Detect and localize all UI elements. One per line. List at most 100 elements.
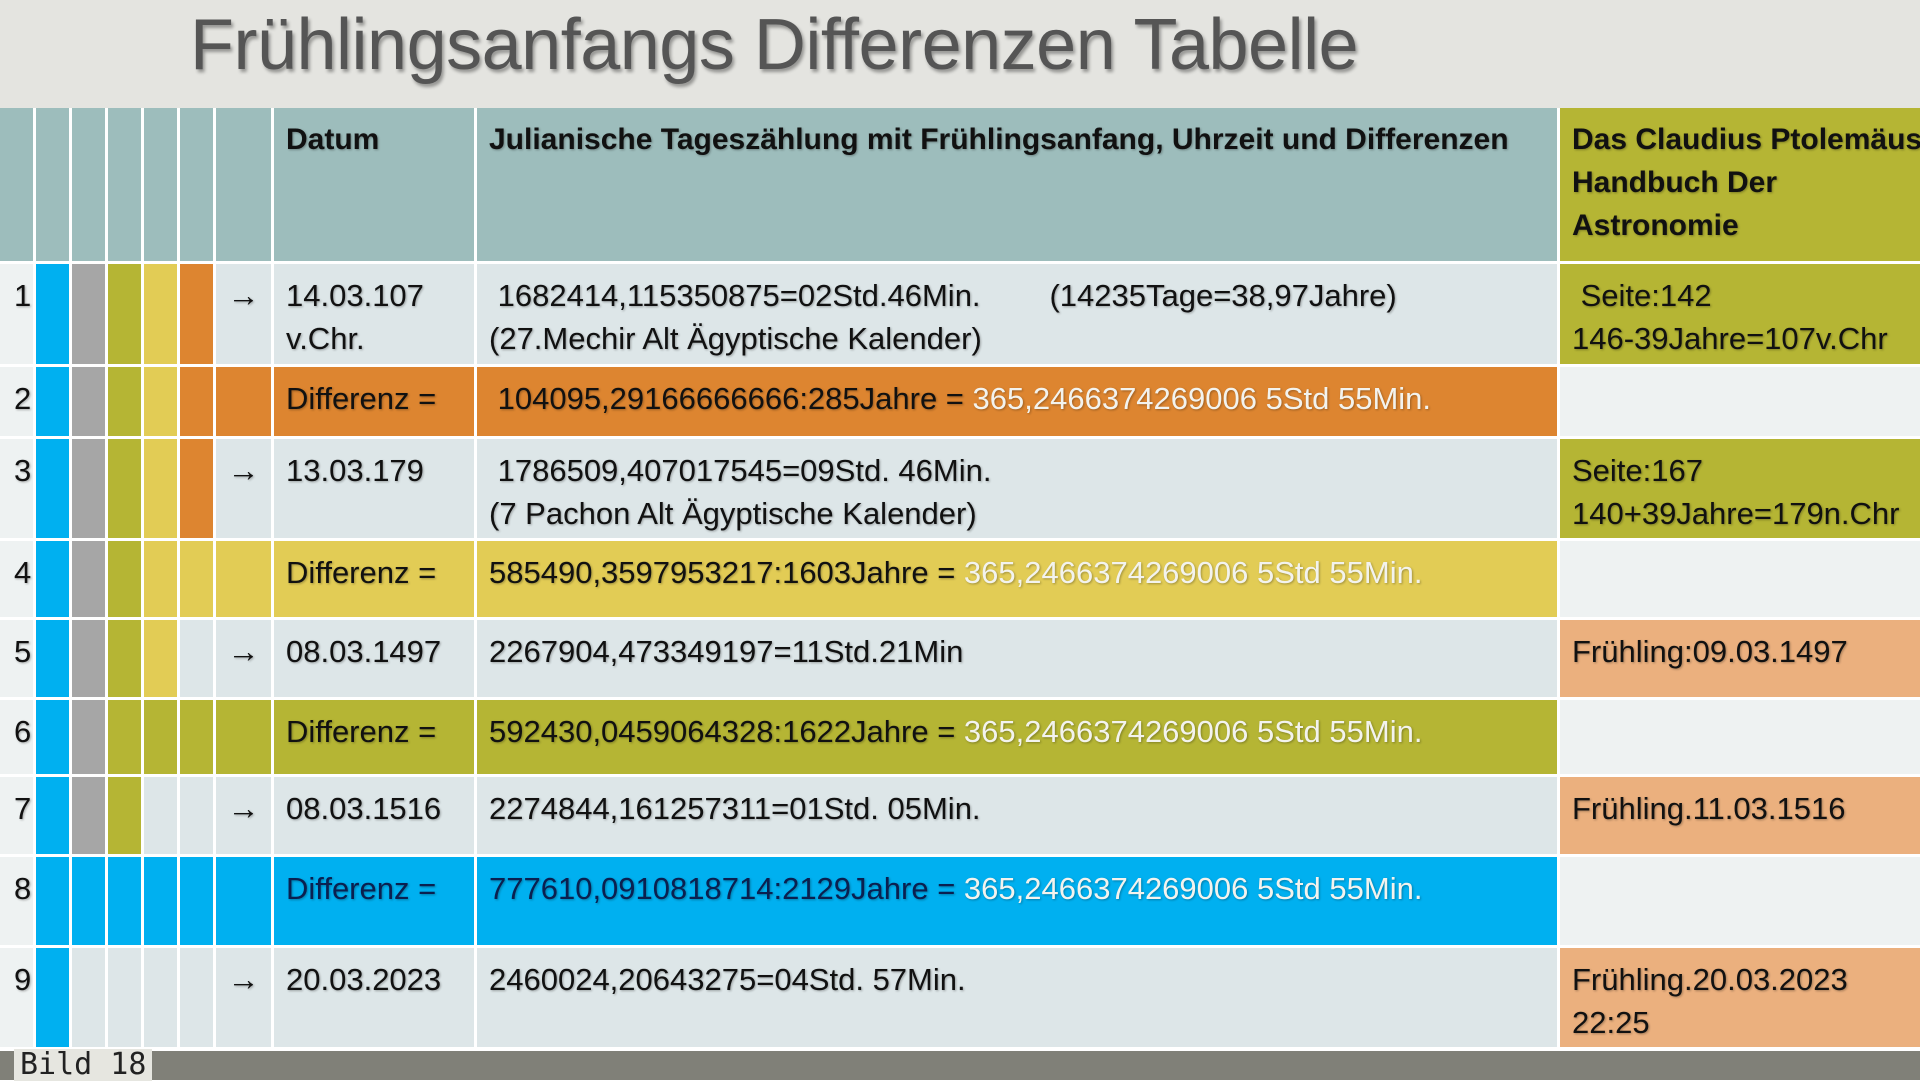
header-datum: Datum	[274, 108, 474, 261]
differences-table: Datum Julianische Tageszählung mit Frühl…	[0, 108, 1920, 1047]
color-stripe	[36, 439, 69, 538]
color-stripe	[108, 264, 141, 364]
value-cell: 592430,0459064328:1622Jahre = 365,246637…	[477, 700, 1557, 774]
date-cell: Differenz =	[274, 700, 474, 774]
header-stripe	[72, 108, 105, 261]
color-stripe	[36, 620, 69, 697]
color-stripe	[36, 367, 69, 436]
color-stripe	[144, 439, 177, 538]
row-number: 7	[0, 777, 33, 854]
title-bar: Frühlingsanfangs Differenzen Tabelle	[0, 0, 1920, 108]
row-number: 8	[0, 857, 33, 945]
value-cell: 1786509,407017545=09Std. 46Min. (7 Pachon…	[477, 439, 1557, 538]
reference-cell: Seite:142 146-39Jahre=107v.Chr	[1560, 264, 1920, 364]
row-number: 2	[0, 367, 33, 436]
color-stripe	[72, 541, 105, 617]
color-stripe	[108, 948, 141, 1047]
color-stripe	[72, 948, 105, 1047]
reference-cell: Frühling.11.03.1516	[1560, 777, 1920, 854]
value-cell: 1682414,115350875=02Std.46Min. (14235Tag…	[477, 264, 1557, 364]
header-arrow-cell	[216, 108, 271, 261]
color-stripe	[108, 367, 141, 436]
color-stripe	[36, 700, 69, 774]
page-title: Frühlingsanfangs Differenzen Tabelle	[190, 5, 1359, 85]
color-stripe	[36, 948, 69, 1047]
row-number: 9	[0, 948, 33, 1047]
result-text: 365,2466374269006 5Std 55Min.	[963, 555, 1423, 590]
arrow-icon	[216, 367, 271, 436]
color-stripe	[144, 541, 177, 617]
color-stripe	[108, 620, 141, 697]
footer-bar: Bild 18	[0, 1049, 1920, 1081]
reference-cell: Frühling:09.03.1497	[1560, 620, 1920, 697]
color-stripe	[72, 620, 105, 697]
date-cell: 20.03.2023	[274, 948, 474, 1047]
color-stripe	[144, 948, 177, 1047]
row-number: 1	[0, 264, 33, 364]
color-stripe	[36, 541, 69, 617]
color-stripe	[180, 620, 213, 697]
color-stripe	[144, 700, 177, 774]
row-number: 4	[0, 541, 33, 617]
header-reference: Das Claudius Ptolemäus Handbuch Der Astr…	[1560, 108, 1920, 261]
header-stripe	[0, 108, 33, 261]
result-text: 365,2466374269006 5Std 55Min.	[972, 381, 1432, 416]
value-text: 2267904,473349197=11Std.21Min	[489, 634, 964, 669]
color-stripe	[72, 264, 105, 364]
color-stripe	[144, 264, 177, 364]
arrow-icon	[216, 541, 271, 617]
value-text: 2274844,161257311=01Std. 05Min.	[489, 791, 981, 826]
value-cell: 2274844,161257311=01Std. 05Min.	[477, 777, 1557, 854]
date-cell: 08.03.1497	[274, 620, 474, 697]
color-stripe	[144, 857, 177, 945]
slide-label: Bild 18	[14, 1049, 153, 1081]
color-stripe	[108, 777, 141, 854]
header-stripe	[180, 108, 213, 261]
color-stripe	[36, 857, 69, 945]
color-stripe	[180, 777, 213, 854]
row-number: 5	[0, 620, 33, 697]
arrow-icon	[216, 700, 271, 774]
header-stripe	[36, 108, 69, 261]
date-cell: 13.03.179	[274, 439, 474, 538]
value-text: 592430,0459064328:1622Jahre =	[489, 714, 964, 749]
reference-cell: Seite:167 140+39Jahre=179n.Chr	[1560, 439, 1920, 538]
date-cell: Differenz =	[274, 541, 474, 617]
color-stripe	[144, 620, 177, 697]
value-cell: 104095,29166666666:285Jahre = 365,246637…	[477, 367, 1557, 436]
calendar-note: (7 Pachon Alt Ägyptische Kalender)	[489, 496, 977, 531]
color-stripe	[180, 541, 213, 617]
color-stripe	[180, 367, 213, 436]
color-stripe	[108, 857, 141, 945]
row-number: 3	[0, 439, 33, 538]
color-stripe	[180, 700, 213, 774]
value-cell: 777610,0910818714:2129Jahre = 365,246637…	[477, 857, 1557, 945]
color-stripe	[180, 439, 213, 538]
reference-cell: Frühling.20.03.2023 22:25	[1560, 948, 1920, 1047]
color-stripe	[72, 857, 105, 945]
color-stripe	[108, 439, 141, 538]
result-text: 365,2466374269006 5Std 55Min.	[963, 871, 1423, 906]
color-stripe	[108, 541, 141, 617]
result-text: 365,2466374269006 5Std 55Min.	[963, 714, 1423, 749]
color-stripe	[72, 367, 105, 436]
value-cell: 585490,3597953217:1603Jahre = 365,246637…	[477, 541, 1557, 617]
header-stripe	[144, 108, 177, 261]
arrow-icon: →	[216, 620, 271, 697]
value-text: 1786509,407017545=09Std. 46Min.	[489, 453, 992, 488]
date-cell: 14.03.107 v.Chr.	[274, 264, 474, 364]
arrow-icon	[216, 857, 271, 945]
header-main: Julianische Tageszählung mit Frühlingsan…	[477, 108, 1557, 261]
color-stripe	[180, 264, 213, 364]
row-number: 6	[0, 700, 33, 774]
color-stripe	[36, 264, 69, 364]
value-cell: 2460024,20643275=04Std. 57Min.	[477, 948, 1557, 1047]
reference-cell	[1560, 700, 1920, 774]
color-stripe	[72, 777, 105, 854]
color-stripe	[180, 948, 213, 1047]
value-cell: 2267904,473349197=11Std.21Min	[477, 620, 1557, 697]
header-stripe	[108, 108, 141, 261]
reference-cell	[1560, 857, 1920, 945]
value-text: 104095,29166666666:285Jahre =	[489, 381, 973, 416]
value-text: 777610,0910818714:2129Jahre =	[489, 871, 964, 906]
